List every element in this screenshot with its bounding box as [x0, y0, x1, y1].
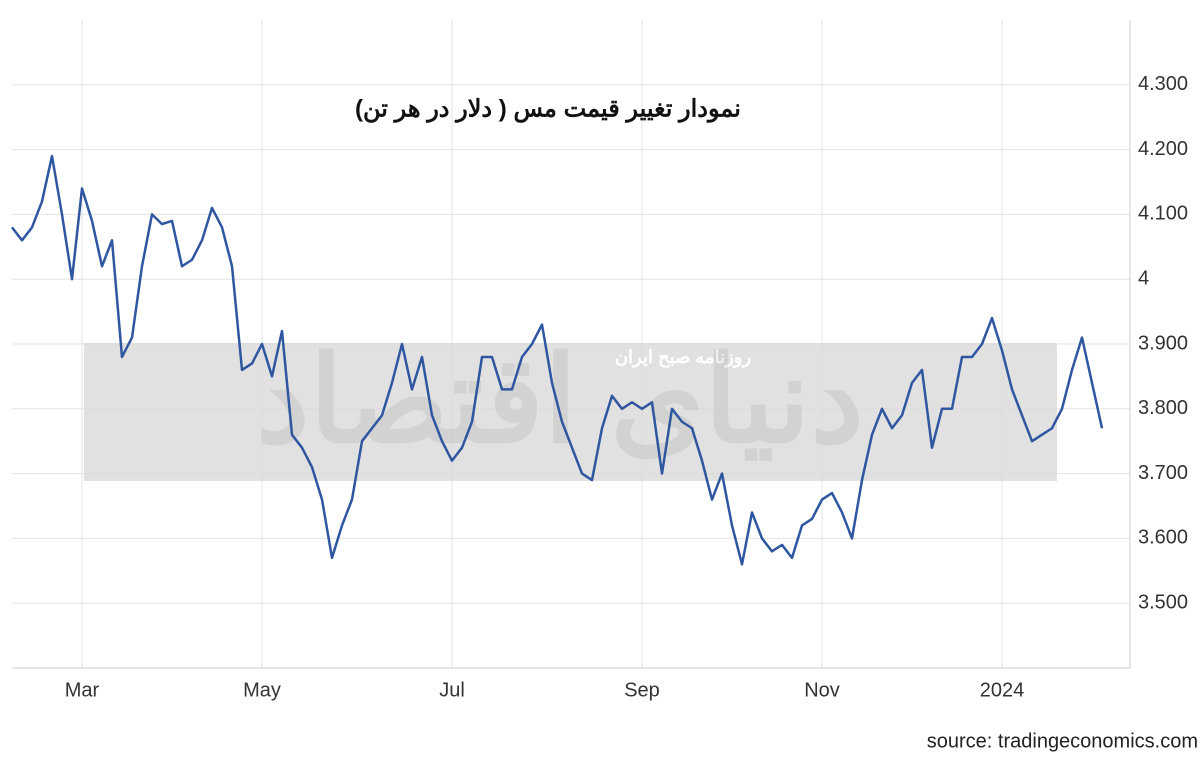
x-tick-label: May: [243, 679, 281, 701]
y-tick-label: 4.300: [1138, 73, 1188, 95]
watermark-text: روزنامه صبح ایران: [615, 347, 751, 368]
x-tick-label: 2024: [980, 679, 1025, 701]
y-tick-label: 4.200: [1138, 138, 1188, 160]
x-tick-label: Jul: [439, 679, 465, 701]
y-tick-label: 3.500: [1138, 591, 1188, 613]
y-tick-label: 4.100: [1138, 203, 1188, 225]
x-tick-label: Mar: [65, 679, 100, 701]
y-tick-label: 3.800: [1138, 397, 1188, 419]
watermark-logo: دنیای اقتصاد: [256, 334, 864, 468]
chart-title: نمودار تغییر قیمت مس ( دلار در هر تن): [355, 95, 741, 123]
y-tick-label: 3.900: [1138, 332, 1188, 354]
source: source: tradingeconomics.com: [927, 730, 1198, 752]
x-tick-label: Sep: [624, 679, 660, 701]
y-tick-label: 4: [1138, 267, 1149, 289]
y-tick-label: 3.700: [1138, 462, 1188, 484]
price-line: [11, 154, 1104, 566]
x-tick-label: Nov: [804, 679, 840, 701]
y-tick-label: 3.600: [1138, 527, 1188, 549]
